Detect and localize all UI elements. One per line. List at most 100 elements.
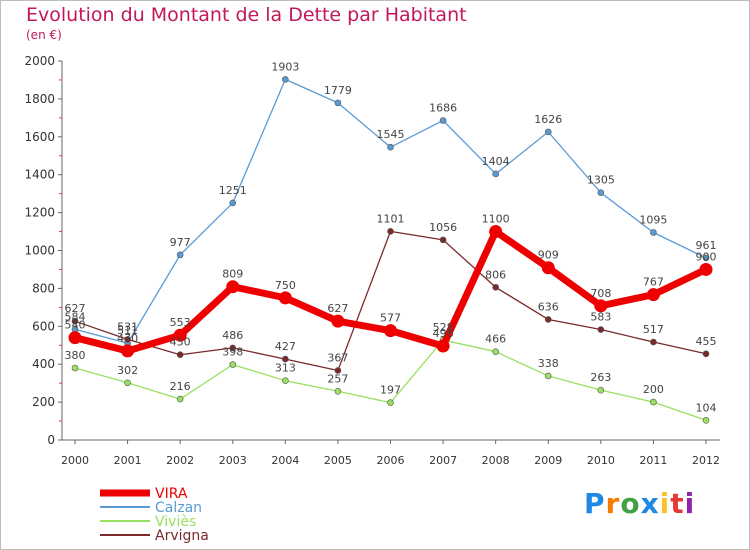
x-tick-label: 2003 (219, 454, 247, 467)
data-label: 583 (590, 311, 611, 324)
data-label: 302 (117, 364, 138, 377)
data-labels: 584 511 977 1251 1903 1779 1545 1686 1404 1626 130… (65, 60, 717, 414)
x-tick-label: 2005 (324, 454, 352, 467)
data-point (124, 336, 131, 343)
data-point (68, 331, 82, 345)
data-point (650, 338, 657, 346)
data-label: 584 (65, 310, 86, 323)
data-label: 1056 (429, 221, 457, 234)
data-label: 200 (643, 383, 664, 396)
data-label: 977 (170, 236, 191, 249)
x-tick-label: 2002 (166, 454, 194, 467)
data-label: 806 (485, 268, 506, 281)
data-point (387, 143, 394, 151)
x-tick-label: 2007 (429, 454, 457, 467)
logo-letter: r (605, 487, 621, 520)
data-label: 627 (327, 302, 348, 315)
data-point (699, 262, 713, 276)
data-label: 496 (433, 327, 454, 340)
x-tick-label: 2011 (639, 454, 667, 467)
data-label: 1686 (429, 102, 457, 115)
data-point (334, 99, 342, 107)
data-point (71, 317, 79, 325)
logo-letter: o (620, 487, 641, 520)
series-calzan (71, 76, 710, 347)
y-tick-label: 800 (32, 281, 55, 295)
data-point (387, 399, 394, 406)
data-point (594, 299, 608, 313)
data-point (282, 355, 289, 363)
data-point (124, 379, 131, 387)
x-tick-label: 2012 (692, 454, 720, 467)
data-point (176, 251, 184, 259)
data-label: 708 (590, 287, 611, 300)
chart-title: Evolution du Montant de la Dette par Hab… (26, 4, 467, 26)
data-point (650, 229, 657, 236)
data-label: 909 (538, 249, 559, 262)
data-point (229, 199, 237, 207)
legend-label: Viviès (155, 514, 196, 530)
data-label: 750 (275, 279, 296, 292)
chart-unit: (en €) (26, 28, 62, 42)
data-label: 553 (170, 316, 191, 329)
data-point (176, 351, 184, 359)
x-tick-label: 2000 (61, 454, 89, 467)
x-tick-label: 2009 (534, 454, 562, 467)
data-point (436, 339, 450, 353)
data-label: 528 (433, 321, 454, 334)
data-label: 1903 (271, 60, 299, 73)
x-tick-label: 2010 (587, 454, 615, 467)
data-label: 313 (275, 362, 296, 375)
y-tick-label: 0 (47, 433, 55, 447)
data-label: 486 (222, 329, 243, 342)
data-label: 380 (65, 349, 86, 362)
data-label: 1101 (377, 212, 405, 225)
x-tick-label: 2001 (114, 454, 142, 467)
logo-letter: i (659, 487, 671, 520)
data-label: 1404 (482, 155, 510, 168)
data-point (597, 386, 605, 394)
data-label: 466 (485, 333, 506, 346)
legend-label: VIRA (155, 486, 188, 502)
axes: 0 200 400 600 800 1000 1200 1400 1600 1800 2000 200… (24, 54, 720, 467)
data-point (282, 76, 289, 83)
data-point (650, 398, 657, 406)
data-point (331, 314, 345, 328)
logo-letter: t (670, 487, 685, 520)
y-tick-label: 1400 (24, 168, 55, 182)
data-label: 1305 (587, 174, 615, 187)
data-label: 338 (538, 357, 559, 370)
data-point (334, 367, 342, 374)
data-label: 517 (643, 323, 664, 336)
y-tick-label: 200 (32, 395, 55, 409)
data-label: 427 (275, 340, 296, 353)
data-label: 1626 (534, 113, 562, 126)
data-label: 511 (117, 324, 138, 337)
series-vivis (71, 336, 710, 424)
legend-label: Calzan (155, 500, 202, 516)
y-tick-label: 1200 (24, 206, 55, 220)
data-point (646, 288, 660, 302)
y-tick-label: 1800 (24, 92, 55, 106)
logo-letter: P (584, 487, 606, 520)
data-point (597, 326, 605, 333)
y-tick-label: 1000 (24, 244, 55, 258)
data-label: 398 (222, 346, 243, 359)
data-point (492, 170, 499, 178)
data-point (702, 350, 710, 358)
data-point (176, 395, 184, 403)
series-vira (68, 225, 713, 358)
data-point (489, 225, 503, 239)
data-label: 900 (696, 250, 717, 263)
data-label: 216 (170, 380, 191, 393)
data-label: 540 (65, 319, 86, 332)
y-tick-label: 400 (32, 357, 55, 371)
data-label: 257 (327, 372, 348, 385)
logo-letter: i (684, 487, 696, 520)
data-label: 767 (643, 276, 664, 289)
data-label: 197 (380, 384, 401, 397)
data-label: 455 (696, 335, 717, 348)
series-layer (68, 76, 713, 424)
